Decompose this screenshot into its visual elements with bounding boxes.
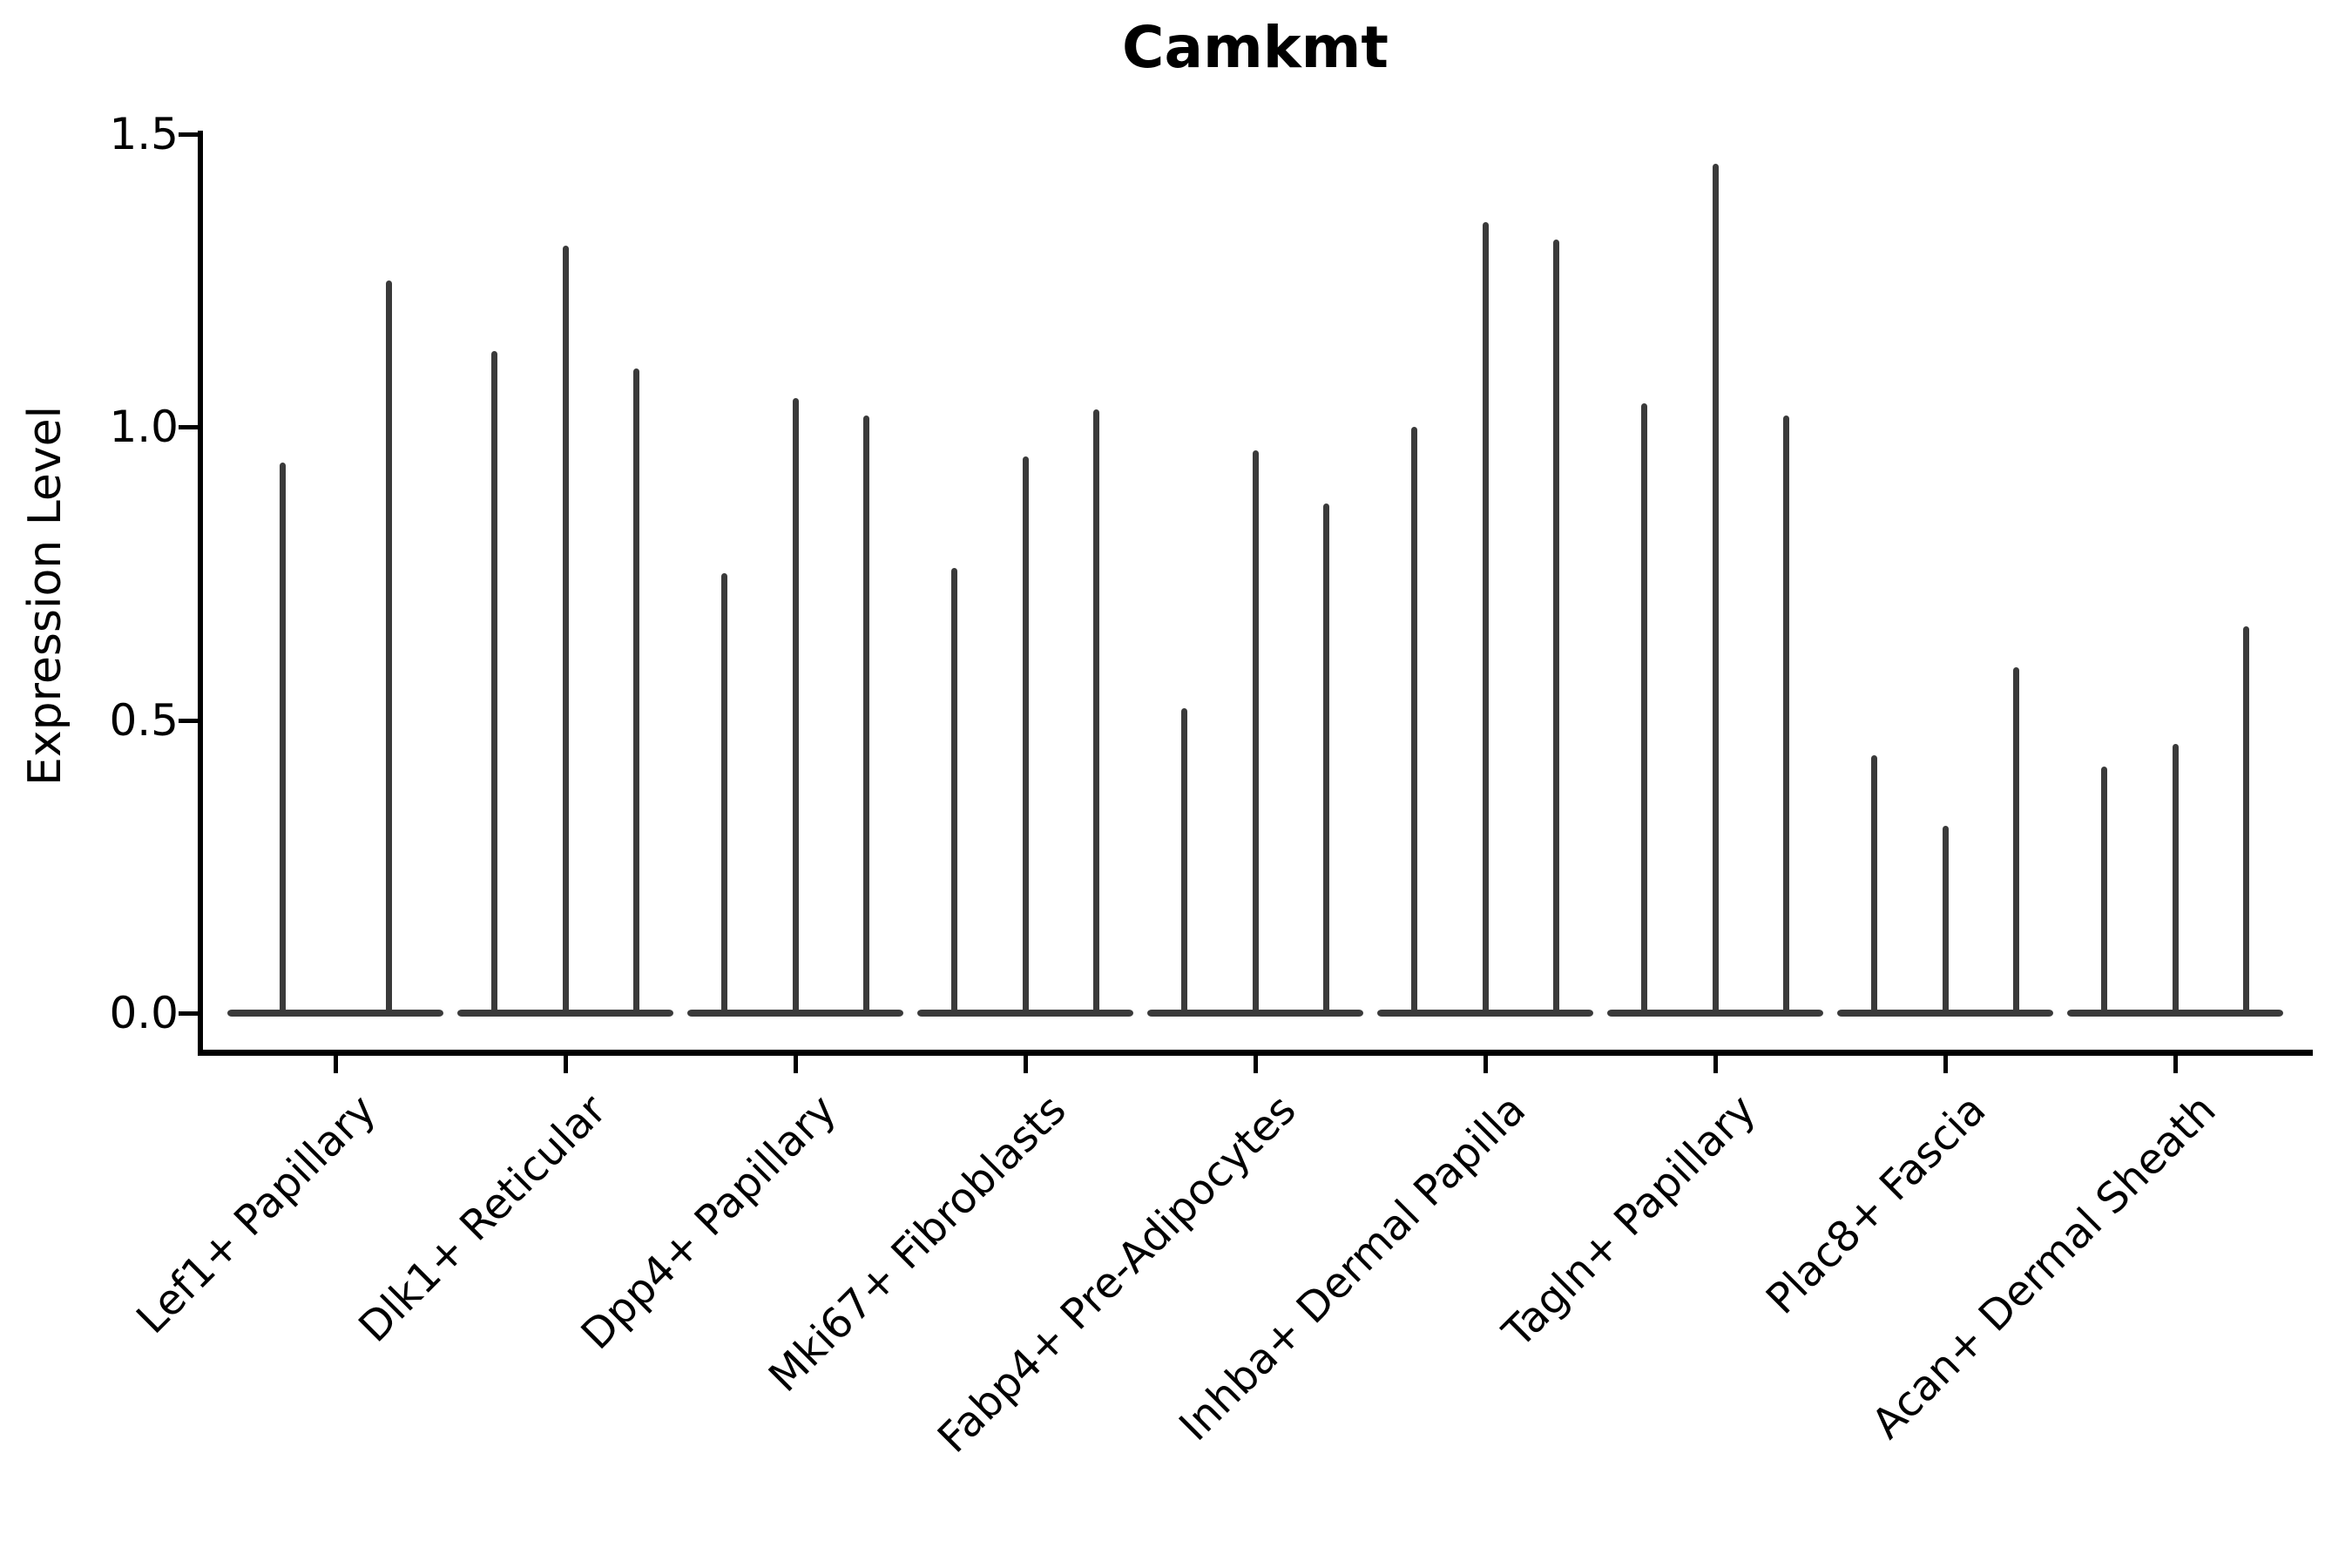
- violin-spike: [721, 573, 728, 1013]
- violin-spike: [1942, 825, 1949, 1013]
- violin-spike: [491, 350, 498, 1013]
- y-tick-mark: [179, 132, 198, 137]
- x-axis-line: [198, 1050, 2313, 1056]
- violin-base: [687, 1010, 903, 1017]
- violin-spike: [2101, 767, 2108, 1013]
- y-tick-label: 1.0: [109, 402, 179, 453]
- violin-base: [2067, 1010, 2283, 1017]
- violin-spike: [1782, 415, 1789, 1013]
- x-tick-mark: [794, 1056, 798, 1073]
- y-tick-label: 1.5: [109, 108, 179, 159]
- violin-spike: [951, 567, 958, 1013]
- violin-spike: [1641, 403, 1648, 1013]
- x-tick-mark: [1943, 1056, 1948, 1073]
- violin-base: [1837, 1010, 2053, 1017]
- y-axis-line: [198, 131, 203, 1056]
- violin-spike: [1871, 755, 1878, 1013]
- violin-base: [457, 1010, 673, 1017]
- violin-base: [1377, 1010, 1593, 1017]
- violin-spike: [1252, 450, 1259, 1013]
- y-tick-label: 0.5: [109, 694, 179, 746]
- violin-spike: [1482, 221, 1489, 1013]
- x-tick-label: Plac8+ Fascia: [1757, 1085, 1996, 1324]
- x-tick-label: Tagln+ Papillary: [1493, 1085, 1766, 1357]
- violin-spike: [792, 397, 799, 1013]
- violin-spike: [2242, 626, 2249, 1013]
- x-tick-label: Dlk1+ Reticular: [348, 1085, 616, 1352]
- y-tick-mark: [179, 425, 198, 430]
- violin-spike: [279, 462, 286, 1013]
- violin-base: [1607, 1010, 1823, 1017]
- y-tick-mark: [179, 1011, 198, 1016]
- violin-spike: [862, 415, 869, 1013]
- violin-spike: [2172, 743, 2179, 1013]
- violin-spike: [1322, 503, 1329, 1013]
- x-tick-mark: [564, 1056, 568, 1073]
- violin-spike: [1712, 163, 1719, 1013]
- violin-spike: [1022, 456, 1029, 1013]
- chart-title: Camkmt: [1122, 14, 1389, 81]
- violin-spike: [1411, 427, 1418, 1013]
- y-tick-label: 0.0: [109, 988, 179, 1038]
- x-tick-mark: [1484, 1056, 1488, 1073]
- x-tick-mark: [1713, 1056, 1718, 1073]
- x-tick-mark: [1024, 1056, 1028, 1073]
- violin-base: [1147, 1010, 1363, 1017]
- x-tick-mark: [334, 1056, 338, 1073]
- x-tick-mark: [2173, 1056, 2178, 1073]
- violin-spike: [1552, 240, 1559, 1013]
- y-tick-mark: [179, 718, 198, 723]
- violin-base: [917, 1010, 1133, 1017]
- violin-spike: [632, 368, 639, 1013]
- violin-spike: [1092, 409, 1099, 1013]
- x-tick-label: Lef1+ Papillary: [127, 1085, 386, 1343]
- x-tick-mark: [1254, 1056, 1258, 1073]
- y-axis-label: Expression Level: [19, 405, 71, 787]
- violin-spike: [562, 245, 569, 1013]
- violin-spike: [1181, 708, 1188, 1013]
- x-tick-label: Dpp4+ Papillary: [571, 1085, 846, 1360]
- violin-spike: [385, 280, 392, 1013]
- violin-base: [227, 1010, 443, 1017]
- violin-spike: [2012, 667, 2019, 1013]
